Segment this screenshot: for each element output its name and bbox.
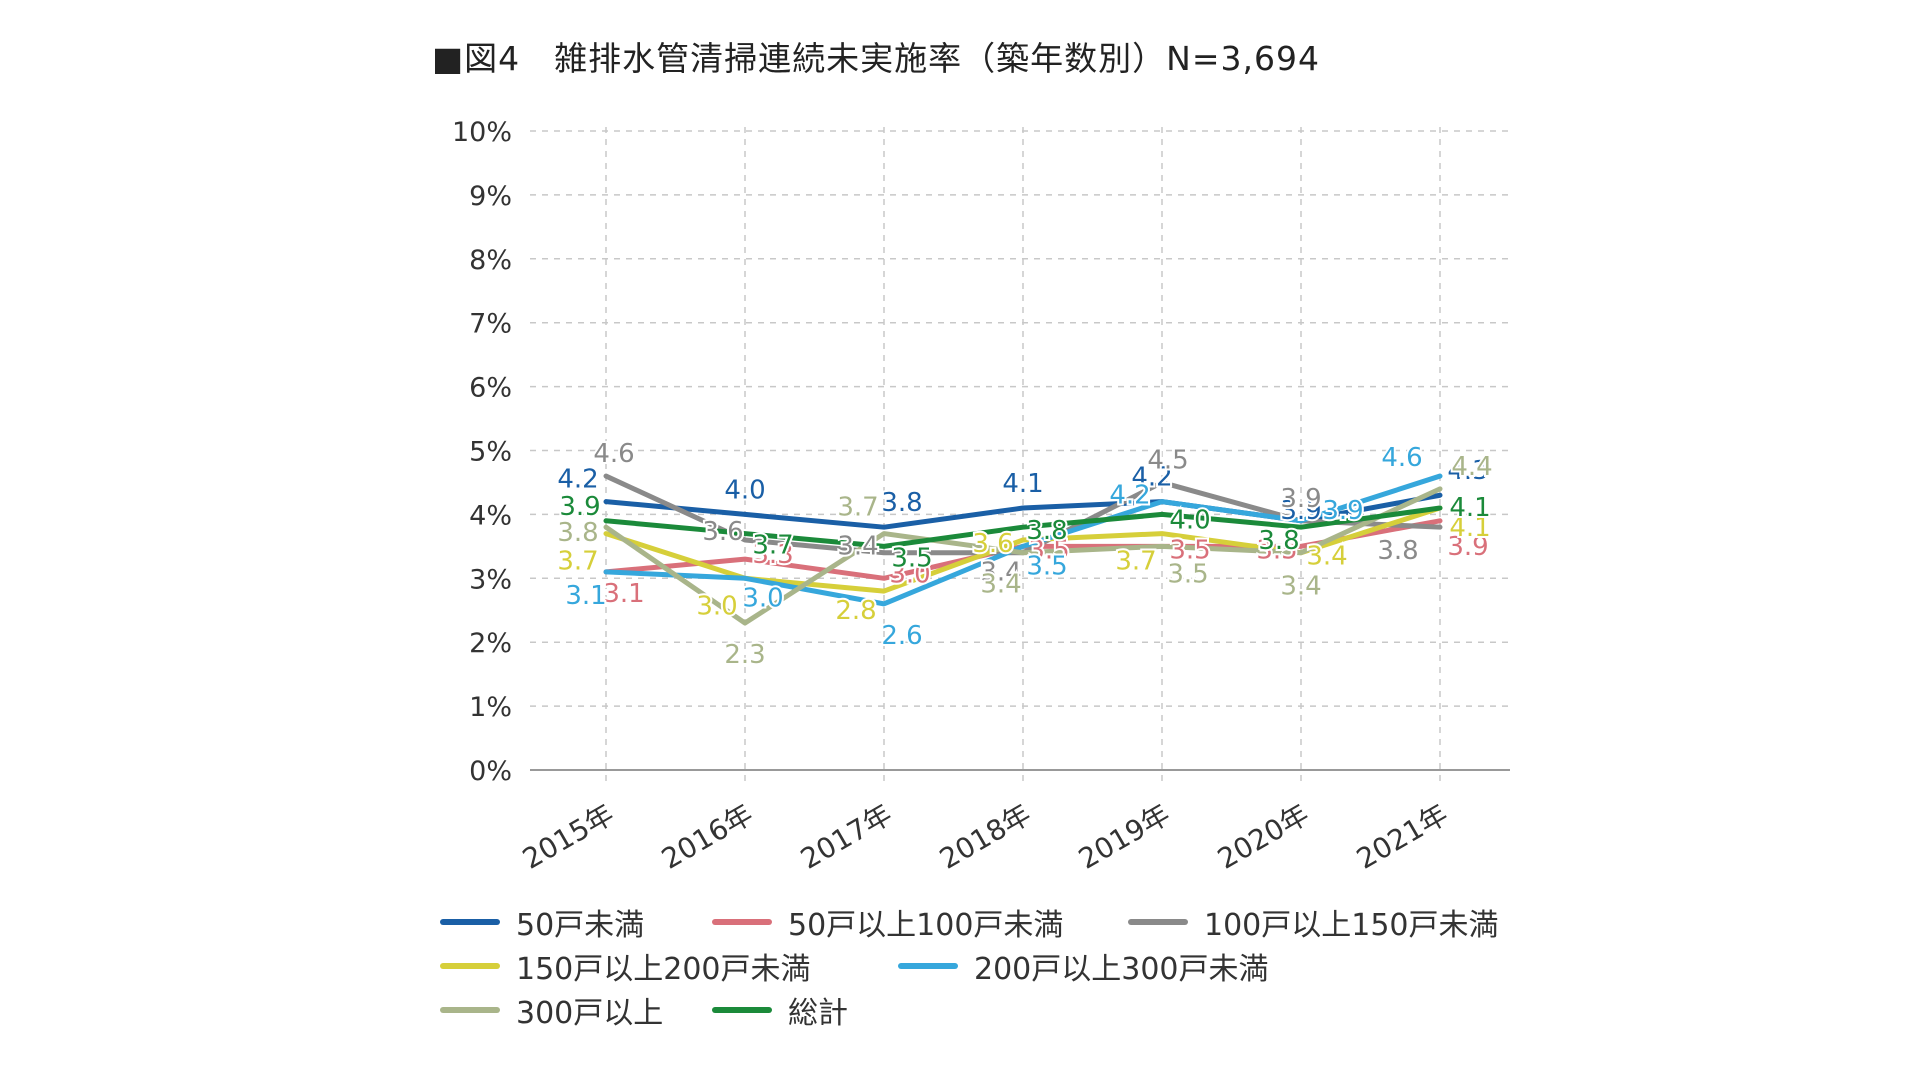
data-label-4: 3.1	[565, 581, 606, 611]
data-label-5: 4.4	[1451, 452, 1492, 482]
data-label-2: 3.6	[702, 517, 743, 547]
chart-title: ■図4 雑排水管清掃連続未実施率（築年数別）N=3,694	[432, 39, 1320, 78]
data-label-2: 3.4	[980, 558, 1021, 588]
data-label-6: 4.1	[1449, 493, 1490, 523]
data-label-4: 3.9	[1322, 496, 1363, 526]
data-label-6: 3.9	[559, 492, 600, 522]
legend-item: 200戸以上300戸未満	[898, 944, 1269, 988]
data-label-4: 3.5	[1026, 551, 1067, 581]
legend-swatch	[440, 1007, 500, 1013]
data-label-1: 3.5	[1169, 535, 1210, 565]
x-tick-label: 2018年	[934, 797, 1036, 875]
data-label-5: 3.7	[837, 493, 878, 523]
data-label-6: 3.8	[1258, 526, 1299, 556]
y-tick-label: 7%	[469, 309, 512, 340]
legend-label: 50戸以上100戸未満	[788, 908, 1064, 943]
legend-label: 総計	[788, 996, 848, 1031]
legend-swatch	[440, 963, 500, 969]
x-tick-label: 2019年	[1073, 797, 1175, 875]
data-label-4: 4.6	[1381, 443, 1422, 473]
legend-item: 100戸以上150戸未満	[1128, 900, 1499, 944]
data-label-1: 3.9	[1447, 532, 1488, 562]
legend-item: 50戸以上100戸未満	[712, 900, 1063, 944]
x-tick-label: 2017年	[795, 797, 897, 875]
data-label-3: 3.6	[972, 529, 1013, 559]
y-tick-label: 6%	[469, 373, 512, 404]
legend-label: 200戸以上300戸未満	[974, 952, 1269, 987]
data-label-0: 3.8	[881, 488, 922, 518]
series-layer	[603, 473, 1443, 626]
legend-swatch	[898, 963, 958, 969]
legend-label: 300戸以上	[516, 996, 664, 1031]
x-tick-label: 2020年	[1212, 797, 1314, 875]
legend-item: 総計	[712, 988, 848, 1032]
series-line-6	[603, 505, 1443, 549]
legend-label: 50戸未満	[516, 908, 645, 943]
data-label-2: 4.5	[1147, 445, 1188, 475]
x-tick-label: 2021年	[1351, 797, 1453, 875]
data-label-2: 4.6	[593, 439, 634, 469]
data-label-4: 3.0	[742, 583, 783, 613]
data-label-2: 3.9	[1280, 484, 1321, 514]
data-label-2: 3.4	[837, 532, 878, 562]
data-label-0: 3.9	[1280, 496, 1321, 526]
y-tick-label: 1%	[469, 692, 512, 723]
legend-item: 50戸未満	[440, 900, 644, 944]
legend-label: 150戸以上200戸未満	[516, 952, 811, 987]
data-label-5: 3.4	[1280, 572, 1321, 602]
data-label-4: 4.2	[1109, 481, 1150, 511]
data-label-1: 3.1	[603, 579, 644, 609]
data-label-1: 3.5	[1256, 535, 1297, 565]
data-label-5: 2.3	[724, 640, 765, 670]
data-label-3: 2.8	[835, 596, 876, 626]
data-label-5: 3.4	[980, 570, 1021, 600]
legend-swatch	[440, 919, 500, 925]
legend-item: 300戸以上	[440, 988, 663, 1032]
data-label-6: 4.0	[1169, 505, 1210, 535]
legend-swatch	[712, 1007, 772, 1013]
y-tick-label: 0%	[469, 756, 512, 787]
data-label-2: 3.8	[1377, 536, 1418, 566]
y-tick-label: 2%	[469, 628, 512, 659]
legend-swatch	[712, 919, 772, 925]
data-label-1: 3.3	[752, 540, 793, 570]
data-label-0: 4.2	[557, 465, 598, 495]
x-tick-label: 2016年	[656, 797, 758, 875]
data-label-1: 3.0	[889, 559, 930, 589]
data-label-1: 3.5	[1028, 535, 1069, 565]
y-tick-label: 5%	[469, 437, 512, 468]
data-label-3: 3.7	[557, 547, 598, 577]
series-line-4	[603, 473, 1443, 607]
data-label-0: 4.0	[724, 475, 765, 505]
x-tick-label: 2015年	[517, 797, 619, 875]
legend-swatch	[1128, 919, 1188, 925]
y-tick-label: 8%	[469, 245, 512, 276]
y-tick-label: 10%	[452, 117, 512, 148]
grid-layer	[530, 127, 1510, 782]
y-tick-label: 4%	[469, 500, 512, 531]
data-label-5: 3.5	[1167, 559, 1208, 589]
y-tick-label: 9%	[469, 181, 512, 212]
data-label-4: 2.6	[881, 621, 922, 651]
data-label-5: 3.8	[557, 518, 598, 548]
data-label-0: 4.2	[1131, 463, 1172, 493]
data-label-0: 4.3	[1447, 456, 1488, 486]
data-label-3: 3.7	[1115, 547, 1156, 577]
y-tick-label: 3%	[469, 564, 512, 595]
data-label-3: 3.4	[1306, 542, 1347, 572]
data-label-6: 3.5	[891, 543, 932, 573]
data-label-6: 3.7	[752, 531, 793, 561]
legend-item: 150戸以上200戸未満	[440, 944, 811, 988]
data-label-0: 4.1	[1002, 469, 1043, 499]
legend-label: 100戸以上150戸未満	[1204, 908, 1499, 943]
data-label-layer: 4.2 4.0 3.84.1 4.23.94.33.13.33.03.5 3.5 3.5 3…	[555, 437, 1494, 672]
data-label-3: 4.1	[1449, 513, 1490, 543]
series-line-5	[603, 486, 1443, 626]
data-label-3: 3.0	[696, 591, 737, 621]
data-label-6: 3.8	[1026, 516, 1067, 546]
